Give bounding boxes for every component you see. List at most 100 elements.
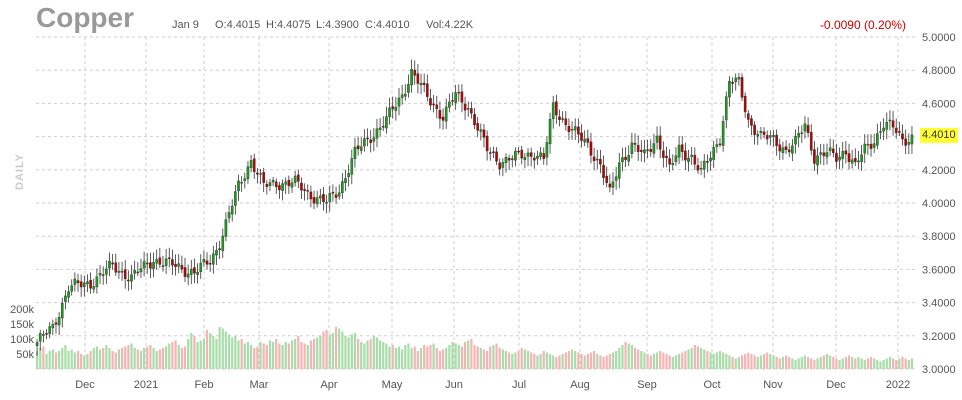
candle-body [293,175,297,183]
volume-bar [48,351,51,369]
candle-body [813,149,816,164]
volume-value: Vol:4.22K [426,19,474,31]
volume-bar [441,349,445,369]
volume-bar [89,351,92,369]
candle-body [885,121,889,130]
candle-body [536,155,539,159]
volume-bar [907,360,910,369]
candle-body [640,149,643,152]
candle-body [693,154,697,165]
volume-bar [124,346,127,369]
candle-body [819,152,822,155]
volume-bar [495,343,498,369]
volume-bar [259,342,262,369]
price-tick-label: 3.4000 [922,298,956,310]
volume-bar [353,333,357,369]
volume-bar [482,349,486,369]
volume-bar [463,342,467,369]
volume-bar [536,355,539,369]
candle-body [599,159,602,165]
volume-bar [331,333,335,369]
candle-body [611,181,615,188]
candle-body [381,125,385,128]
volume-tick-label: 100k [10,334,34,346]
volume-bar [816,358,819,369]
volume-bar [80,354,83,369]
volume-bar [486,351,489,369]
volume-bar [391,345,394,369]
candle-body [517,150,520,153]
candle-body [312,197,316,204]
candle-body [614,176,618,181]
volume-bar [397,346,401,369]
candle-body [646,149,649,151]
candle-body [570,128,574,131]
volume-bar [747,352,750,369]
volume-bar [347,337,350,369]
price-tick-label: 4.0000 [922,198,956,210]
volume-bar [476,346,479,369]
volume-bar [731,357,734,369]
candle-body [60,302,64,319]
volume-bar [728,355,731,369]
volume-bar [275,339,278,369]
candle-body [728,81,731,98]
volume-bar [278,343,281,369]
candle-body [825,152,829,158]
volume-bar [212,336,215,369]
volume-bar [901,357,904,369]
candle-body [325,202,328,204]
candle-body [256,172,259,175]
candle-body [120,270,124,273]
volume-bar [146,346,149,369]
candle-body [375,128,379,139]
volume-bar [775,357,778,369]
candle-body [888,119,892,122]
candle-body [567,125,571,133]
price-tick-label: 3.0000 [922,364,956,376]
volume-bar [284,342,287,369]
volume-bar [706,351,709,369]
volume-bar [649,355,652,369]
volume-bar [832,357,835,369]
candle-body [205,260,209,265]
candle-body [167,257,171,259]
low-value: L:4.3900 [316,19,359,31]
candle-body [127,279,130,282]
volume-bar [139,351,143,369]
volume-bar [489,346,492,369]
volume-bar [142,348,146,369]
candle-body [473,114,476,126]
candle-body [300,182,303,191]
candle-body [416,73,420,84]
volume-bar [243,343,246,369]
volume-bar [593,351,596,369]
volume-bar [652,354,656,369]
candle-body [580,132,583,141]
volume-bar [120,348,124,369]
volume-bar [190,333,193,369]
volume-bar [511,354,514,369]
volume-bar [835,358,838,369]
volume-bar [520,348,523,369]
volume-bar [180,348,183,369]
price-tick-label: 3.2000 [922,331,956,343]
volume-bar [844,357,847,369]
volume-bar [419,348,423,369]
volume-bar [385,343,388,369]
volume-bar [895,360,898,369]
volume-bar [253,348,256,369]
volume-bar [574,351,577,369]
candle-body [42,334,45,336]
volume-bar [608,354,611,369]
candle-body [158,257,162,265]
volume-bars [36,327,914,369]
candle-body [677,144,681,158]
candle-body [844,150,848,155]
candle-body [145,262,149,265]
volume-bar [863,360,866,369]
candle-body [605,175,609,184]
volume-bar [209,333,212,369]
candle-body [161,265,165,267]
candle-body [724,96,728,121]
